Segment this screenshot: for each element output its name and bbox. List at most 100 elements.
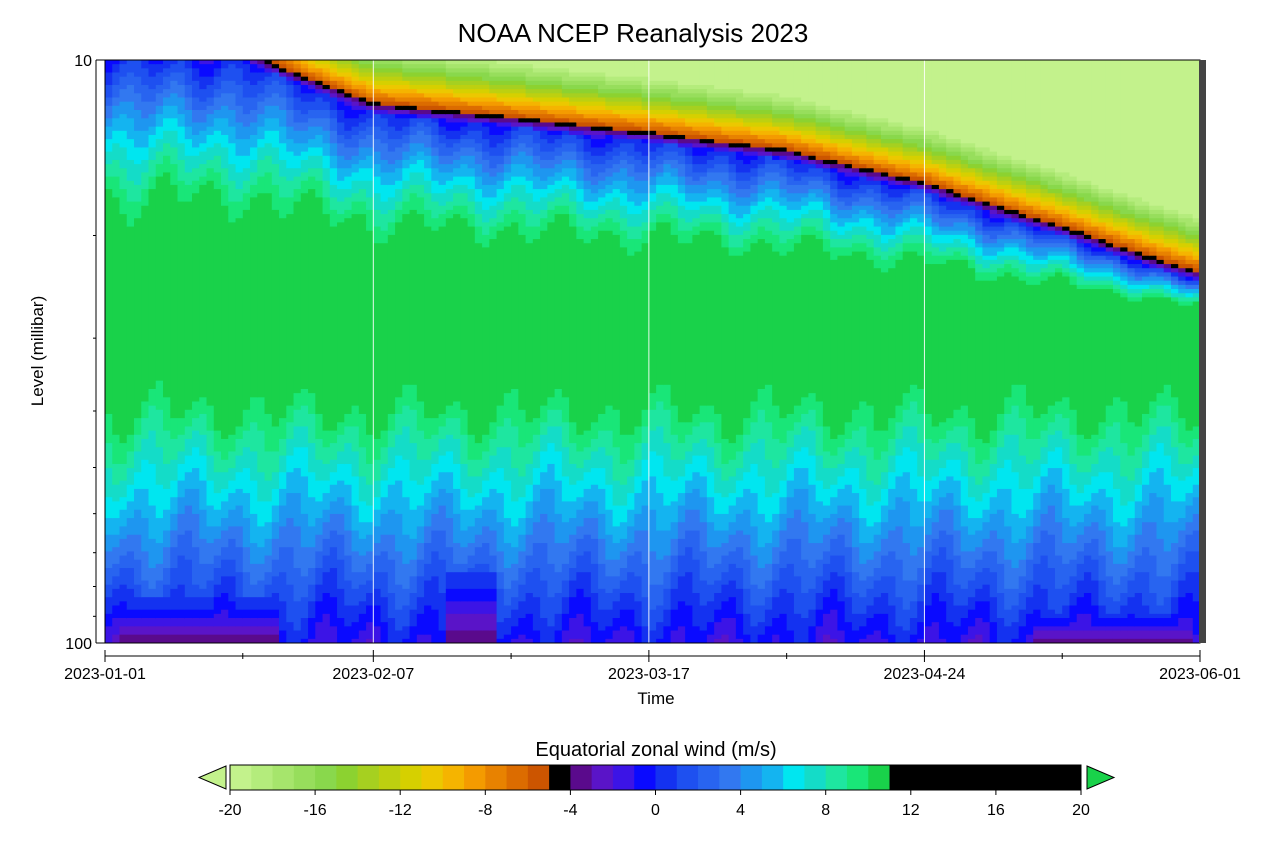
heatmap-cell bbox=[1054, 588, 1063, 615]
heatmap-cell bbox=[1004, 459, 1013, 490]
heatmap-cell bbox=[902, 580, 911, 611]
heatmap-cell bbox=[917, 205, 926, 215]
heatmap-cell bbox=[851, 168, 860, 174]
heatmap-cell bbox=[250, 543, 258, 565]
heatmap-cell bbox=[1091, 243, 1100, 248]
heatmap-cell bbox=[946, 193, 955, 199]
heatmap-cell bbox=[1076, 243, 1085, 248]
heatmap-cell bbox=[1083, 60, 1092, 182]
heatmap-cell bbox=[757, 622, 766, 636]
heatmap-cell bbox=[859, 118, 868, 124]
heatmap-cell bbox=[561, 72, 570, 82]
heatmap-cell bbox=[880, 251, 889, 261]
heatmap-cell bbox=[1062, 255, 1071, 261]
heatmap-cell bbox=[786, 630, 795, 643]
heatmap-cell bbox=[605, 168, 614, 178]
heatmap-cell bbox=[946, 234, 955, 244]
heatmap-cell bbox=[453, 572, 461, 590]
heatmap-cell bbox=[286, 151, 295, 169]
heatmap-cell bbox=[706, 405, 715, 423]
heatmap-cell bbox=[221, 488, 229, 503]
heatmap-cell bbox=[358, 584, 367, 602]
heatmap-cell bbox=[706, 151, 715, 161]
heatmap-cell bbox=[851, 139, 860, 144]
heatmap-cell bbox=[641, 443, 650, 461]
heatmap-cell bbox=[1004, 413, 1013, 436]
heatmap-cell bbox=[837, 147, 846, 153]
heatmap-cell bbox=[656, 130, 664, 136]
heatmap-cell bbox=[895, 209, 904, 215]
heatmap-cell bbox=[648, 430, 657, 453]
heatmap-cell bbox=[1069, 276, 1078, 286]
heatmap-cell bbox=[119, 555, 128, 569]
heatmap-cell bbox=[453, 184, 461, 194]
heatmap-cell bbox=[619, 80, 628, 86]
heatmap-cell bbox=[743, 122, 751, 128]
heatmap-cell bbox=[822, 634, 831, 643]
heatmap-cell bbox=[844, 197, 853, 207]
heatmap-cell bbox=[257, 159, 266, 178]
heatmap-cell bbox=[1083, 201, 1092, 207]
heatmap-cell bbox=[380, 597, 389, 623]
heatmap-cell bbox=[221, 93, 229, 107]
heatmap-cell bbox=[743, 205, 751, 215]
heatmap-cell bbox=[358, 89, 367, 94]
heatmap-cell bbox=[1069, 197, 1078, 203]
heatmap-cell bbox=[1069, 234, 1078, 240]
heatmap-cell bbox=[1004, 588, 1013, 611]
heatmap-cell bbox=[337, 143, 345, 157]
heatmap-cell bbox=[953, 218, 962, 223]
heatmap-cell bbox=[322, 143, 331, 157]
heatmap-column bbox=[888, 60, 897, 643]
heatmap-cell bbox=[634, 93, 643, 99]
heatmap-cell bbox=[540, 230, 548, 407]
heatmap-cell bbox=[474, 130, 483, 144]
heatmap-cell bbox=[1040, 218, 1049, 223]
heatmap-cell bbox=[112, 618, 121, 636]
heatmap-cell bbox=[1091, 209, 1100, 215]
heatmap-cell bbox=[576, 451, 585, 469]
heatmap-cell bbox=[395, 84, 403, 90]
heatmap-cell bbox=[293, 60, 302, 65]
heatmap-cell bbox=[286, 126, 295, 140]
heatmap-cell bbox=[1040, 176, 1049, 182]
heatmap-cell bbox=[177, 451, 186, 465]
heatmap-cell bbox=[793, 434, 802, 453]
heatmap-cell bbox=[1018, 180, 1027, 186]
heatmap-cell bbox=[793, 613, 802, 643]
heatmap-cell bbox=[387, 447, 396, 469]
heatmap-cell bbox=[888, 134, 897, 140]
heatmap-cell bbox=[866, 176, 875, 182]
heatmap-cell bbox=[511, 84, 519, 90]
heatmap-cell bbox=[1018, 559, 1027, 577]
heatmap-cell bbox=[358, 180, 367, 190]
heatmap-cell bbox=[764, 143, 773, 149]
heatmap-cell bbox=[409, 89, 418, 94]
heatmap-cell bbox=[460, 93, 469, 99]
heatmap-cell bbox=[866, 259, 875, 407]
heatmap-cell bbox=[561, 630, 570, 643]
heatmap-cell bbox=[184, 505, 193, 532]
heatmap-cell bbox=[206, 626, 215, 636]
heatmap-cell bbox=[764, 497, 773, 523]
heatmap-cell bbox=[634, 172, 643, 182]
heatmap-cell bbox=[779, 130, 788, 136]
heatmap-column bbox=[235, 60, 244, 643]
heatmap-cell bbox=[830, 538, 839, 557]
heatmap-cell bbox=[967, 209, 976, 219]
heatmap-cell bbox=[946, 418, 955, 432]
heatmap-cell bbox=[641, 155, 650, 165]
heatmap-cell bbox=[119, 114, 128, 132]
heatmap-cell bbox=[431, 68, 440, 74]
heatmap-cell bbox=[547, 184, 556, 194]
heatmap-cell bbox=[105, 584, 113, 598]
heatmap-cell bbox=[953, 168, 962, 174]
heatmap-cell bbox=[453, 168, 461, 178]
heatmap-cell bbox=[366, 60, 374, 65]
heatmap-cell bbox=[627, 84, 635, 90]
heatmap-cell bbox=[830, 180, 839, 190]
heatmap-column bbox=[750, 60, 759, 643]
heatmap-cell bbox=[1083, 214, 1092, 219]
heatmap-cell bbox=[960, 426, 969, 453]
heatmap-cell bbox=[1025, 284, 1034, 407]
